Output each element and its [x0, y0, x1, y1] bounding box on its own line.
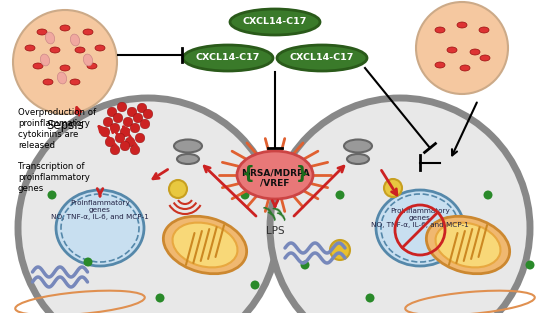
Circle shape	[133, 113, 143, 123]
Circle shape	[120, 141, 130, 151]
Ellipse shape	[83, 29, 93, 35]
Ellipse shape	[479, 27, 489, 33]
Circle shape	[140, 119, 150, 129]
Text: MRSA/MDRPA
/VREF: MRSA/MDRPA /VREF	[241, 168, 309, 188]
Circle shape	[120, 127, 130, 137]
Text: CXCL14-C17: CXCL14-C17	[290, 54, 354, 63]
Circle shape	[127, 107, 137, 117]
Circle shape	[137, 103, 147, 113]
Text: CXCL14-C17: CXCL14-C17	[196, 54, 260, 63]
Circle shape	[156, 294, 164, 302]
Circle shape	[115, 133, 125, 143]
Circle shape	[107, 107, 117, 117]
Ellipse shape	[60, 65, 70, 71]
Ellipse shape	[57, 72, 67, 84]
Ellipse shape	[460, 65, 470, 71]
Circle shape	[143, 109, 153, 119]
Ellipse shape	[60, 25, 70, 31]
Ellipse shape	[87, 63, 97, 69]
Circle shape	[47, 191, 57, 199]
Text: Proinflammatory
genes
NO, TNF-α, IL-6, and MCP-1: Proinflammatory genes NO, TNF-α, IL-6, a…	[371, 208, 469, 228]
Ellipse shape	[480, 55, 490, 61]
Ellipse shape	[435, 62, 445, 68]
Circle shape	[135, 133, 145, 143]
Ellipse shape	[230, 9, 320, 35]
Ellipse shape	[95, 45, 105, 51]
Circle shape	[270, 98, 530, 313]
Circle shape	[125, 137, 135, 147]
Ellipse shape	[75, 47, 85, 53]
Text: ): )	[262, 203, 276, 216]
Text: Transcription of
proinflammatory
genes: Transcription of proinflammatory genes	[18, 162, 90, 193]
Ellipse shape	[163, 216, 246, 274]
Ellipse shape	[277, 45, 367, 71]
Ellipse shape	[376, 190, 464, 266]
Circle shape	[483, 191, 492, 199]
Circle shape	[330, 240, 350, 260]
Circle shape	[123, 117, 133, 127]
Ellipse shape	[25, 45, 35, 51]
Circle shape	[110, 123, 120, 133]
Circle shape	[366, 294, 375, 302]
Circle shape	[250, 280, 260, 290]
Circle shape	[240, 191, 250, 199]
Ellipse shape	[56, 190, 144, 266]
Circle shape	[103, 117, 113, 127]
Text: Proinflammatory
genes
NO, TNF-α, IL-6, and MCP-1: Proinflammatory genes NO, TNF-α, IL-6, a…	[51, 200, 149, 220]
Ellipse shape	[174, 140, 202, 152]
Circle shape	[117, 102, 127, 112]
Ellipse shape	[173, 223, 238, 267]
Circle shape	[416, 2, 508, 94]
Ellipse shape	[70, 79, 80, 85]
Circle shape	[336, 191, 344, 199]
Circle shape	[130, 145, 140, 155]
Ellipse shape	[470, 49, 480, 55]
Ellipse shape	[37, 29, 47, 35]
Circle shape	[169, 180, 187, 198]
Circle shape	[384, 179, 402, 197]
Ellipse shape	[435, 27, 445, 33]
Ellipse shape	[426, 216, 510, 274]
Ellipse shape	[183, 45, 273, 71]
Ellipse shape	[237, 151, 313, 199]
Circle shape	[13, 10, 117, 114]
Ellipse shape	[347, 154, 369, 164]
Text: ): )	[276, 209, 290, 223]
Text: ): )	[267, 209, 279, 223]
Ellipse shape	[70, 34, 80, 46]
Text: CXCL14-C17: CXCL14-C17	[243, 18, 307, 27]
Ellipse shape	[447, 47, 457, 53]
Ellipse shape	[50, 47, 60, 53]
Text: Sepsis: Sepsis	[46, 119, 84, 132]
Text: LPS: LPS	[266, 226, 284, 236]
Ellipse shape	[40, 54, 50, 66]
Text: {: {	[241, 165, 255, 183]
Circle shape	[18, 98, 278, 313]
Circle shape	[100, 127, 110, 137]
Circle shape	[525, 260, 535, 269]
Text: }: }	[296, 165, 309, 183]
Circle shape	[110, 145, 120, 155]
Circle shape	[130, 123, 140, 133]
Ellipse shape	[43, 79, 53, 85]
Ellipse shape	[436, 223, 500, 267]
Ellipse shape	[344, 140, 372, 152]
Circle shape	[105, 137, 115, 147]
Ellipse shape	[177, 154, 199, 164]
Ellipse shape	[457, 22, 467, 28]
Text: Overproduction of
proinflammatory
cytokinins are
released: Overproduction of proinflammatory cytoki…	[18, 108, 96, 150]
Circle shape	[113, 113, 123, 123]
Circle shape	[300, 260, 310, 269]
Text: ): )	[272, 204, 286, 216]
Circle shape	[84, 258, 92, 266]
Ellipse shape	[46, 32, 54, 44]
Ellipse shape	[33, 63, 43, 69]
Ellipse shape	[84, 54, 92, 66]
